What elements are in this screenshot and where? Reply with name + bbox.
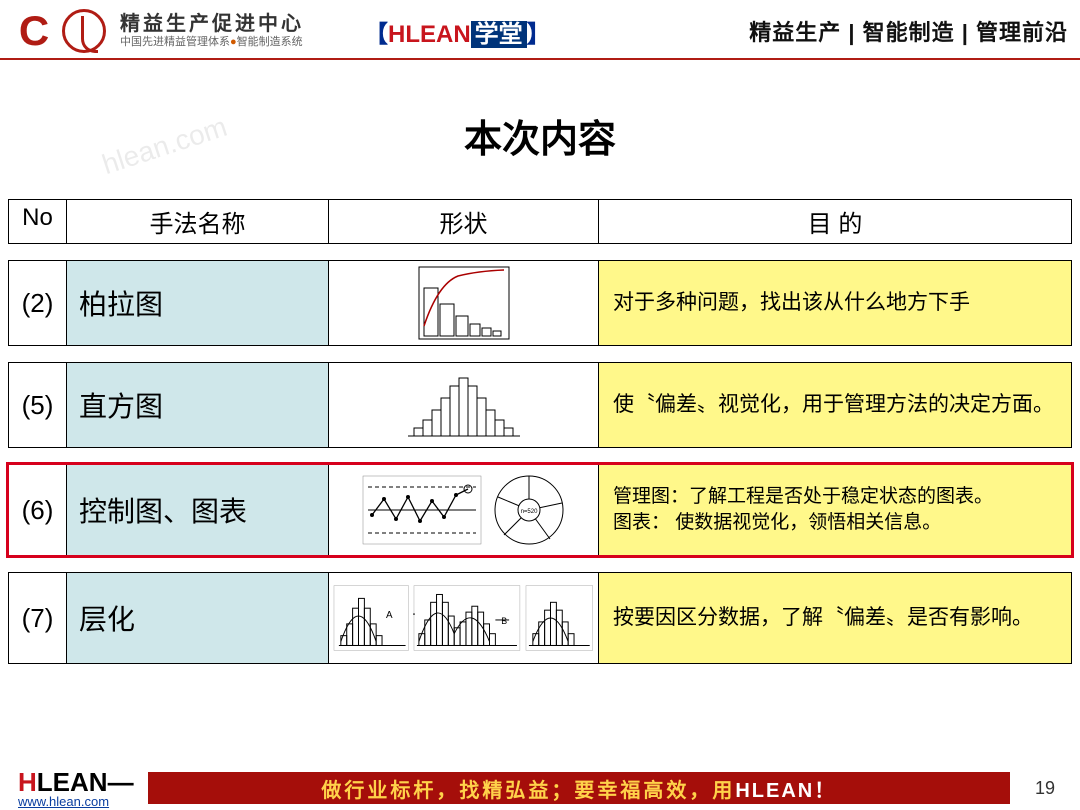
footer-bar: 做行业标杆，找精弘益；要幸福高效，用HLEAN！ — [148, 772, 1010, 804]
svg-text:A: A — [386, 610, 393, 621]
table-row: (7) 层化 A — [8, 572, 1072, 664]
footer-brand: HLEAN— www.hlean.com — [0, 769, 130, 808]
histogram-icon — [404, 370, 524, 440]
table-row: (2) 柏拉图 对于多种问题，找出该从什么地方下手 — [8, 260, 1072, 346]
strat-b-icon — [525, 584, 594, 652]
page-number: 19 — [1010, 778, 1080, 799]
org-name: 精益生产促进中心 中国先进精益管理体系●智能制造系统 — [120, 12, 304, 49]
shape-cell — [329, 363, 599, 447]
purpose-cell: 按要因区分数据，了解〝偏差〟是否有影响。 — [599, 573, 1071, 663]
name-cell: 柏拉图 — [67, 261, 329, 345]
purpose-cell: 使〝偏差〟视觉化，用于管理方法的决定方面。 — [599, 363, 1071, 447]
table-row: (5) 直方图 使〝偏差〟视觉化，用于管理方法的决定方面。 — [8, 362, 1072, 448]
purpose-cell: 对于多种问题，找出该从什么地方下手 — [599, 261, 1071, 345]
control-chart-icon — [362, 475, 482, 545]
purpose-cell: 管理图：了解工程是否处于稳定状态的图表。 图表： 使数据视觉化，领悟相关信息。 — [599, 465, 1071, 555]
th-no: No — [9, 200, 67, 243]
content-table: No 手法名称 形状 目 的 (2) 柏拉图 对于多种问题，找出该从什么地方下手… — [0, 199, 1080, 664]
no-cell: (5) — [9, 363, 67, 447]
name-cell: 直方图 — [67, 363, 329, 447]
footer: HLEAN— www.hlean.com 做行业标杆，找精弘益；要幸福高效，用H… — [0, 766, 1080, 810]
pie-chart-icon: n=520 — [492, 473, 566, 547]
logo-c-icon: C — [12, 9, 56, 53]
th-purpose: 目 的 — [599, 200, 1071, 243]
th-shape: 形状 — [329, 200, 599, 243]
name-cell: 层化 — [67, 573, 329, 663]
no-cell: (2) — [9, 261, 67, 345]
svg-text:B: B — [502, 616, 508, 626]
shape-cell — [329, 261, 599, 345]
pareto-icon — [418, 266, 510, 340]
name-cell: 控制图、图表 — [67, 465, 329, 555]
svg-text:n=520: n=520 — [520, 509, 538, 515]
strat-a-icon: A — [333, 584, 409, 652]
no-cell: (7) — [9, 573, 67, 663]
logo-circle-icon — [62, 9, 106, 53]
strat-mix-icon: B — [413, 584, 521, 652]
org-main: 精益生产促进中心 — [120, 12, 304, 36]
tagline: 精益生产 | 智能制造 | 管理前沿 — [749, 15, 1068, 47]
th-name: 手法名称 — [67, 200, 329, 243]
no-cell: (6) — [9, 465, 67, 555]
brand-center: 【HLEAN学堂】 — [364, 14, 551, 49]
header: C 精益生产促进中心 中国先进精益管理体系●智能制造系统 【HLEAN学堂】 精… — [0, 0, 1080, 60]
org-sub: 中国先进精益管理体系●智能制造系统 — [120, 36, 304, 49]
shape-cell: A B — [329, 573, 599, 663]
table-row: (6) 控制图、图表 — [8, 464, 1072, 556]
shape-cell: n=520 — [329, 465, 599, 555]
logo: C — [12, 9, 106, 53]
table-header: No 手法名称 形状 目 的 — [8, 199, 1072, 244]
